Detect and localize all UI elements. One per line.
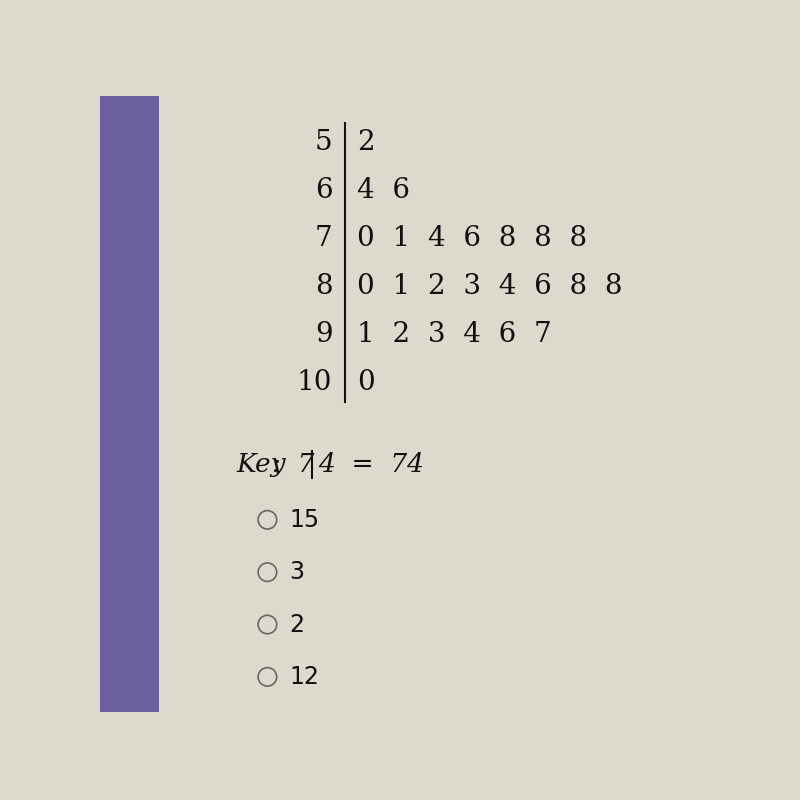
Text: 7: 7: [314, 225, 333, 252]
Text: 9: 9: [315, 321, 333, 348]
Text: 0: 0: [358, 369, 375, 396]
Text: 0  1  2  3  4  6  8  8: 0 1 2 3 4 6 8 8: [358, 273, 622, 300]
Text: 5: 5: [315, 129, 333, 156]
Text: 15: 15: [289, 508, 319, 532]
Text: 8: 8: [315, 273, 333, 300]
Text: 3: 3: [289, 560, 304, 584]
Text: 12: 12: [289, 665, 319, 689]
Text: 1  2  3  4  6  7: 1 2 3 4 6 7: [358, 321, 552, 348]
Text: Key: Key: [237, 452, 286, 477]
Text: :  7: : 7: [272, 452, 314, 477]
Bar: [100, 96, 159, 712]
Text: 2: 2: [358, 129, 375, 156]
Text: 6: 6: [315, 177, 333, 204]
Text: 4  =  74: 4 = 74: [318, 452, 424, 477]
Text: 10: 10: [297, 369, 333, 396]
Text: 4  6: 4 6: [358, 177, 410, 204]
Text: 0  1  4  6  8  8  8: 0 1 4 6 8 8 8: [358, 225, 587, 252]
Text: 2: 2: [289, 613, 304, 637]
